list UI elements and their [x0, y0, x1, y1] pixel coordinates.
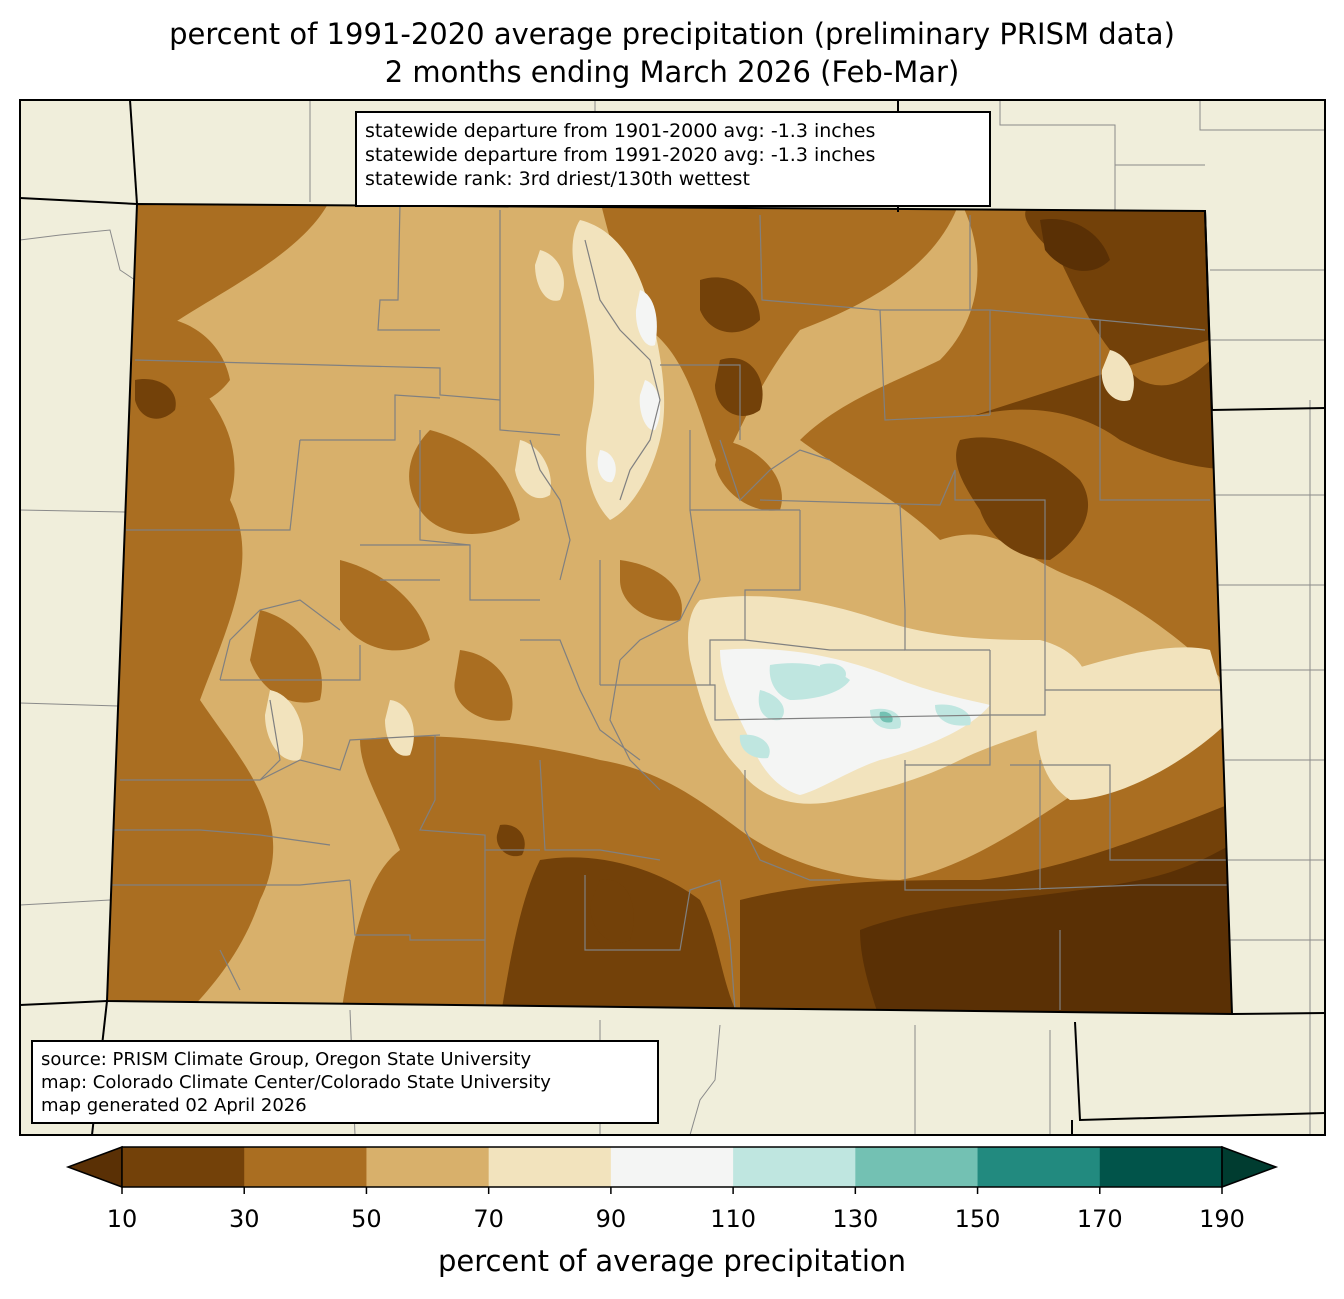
colorbar-bin	[1099, 1147, 1223, 1187]
colorbar-tick-label: 110	[710, 1205, 757, 1233]
colorbar-tick-label: 10	[106, 1205, 138, 1233]
source-line: source: PRISM Climate Group, Oregon Stat…	[41, 1049, 532, 1070]
stat-departure-1991: statewide departure from 1991-2020 avg: …	[365, 144, 876, 166]
colorbar-bin	[488, 1147, 612, 1187]
colorbar-tick-label: 30	[228, 1205, 260, 1233]
colorbar-tick-label: 130	[832, 1205, 879, 1233]
colorbar-bin	[244, 1147, 367, 1187]
precipitation-field	[107, 204, 1232, 1014]
colorbar-bin	[122, 1147, 245, 1187]
colorbar-label: percent of average precipitation	[437, 1244, 907, 1278]
statewide-stats-box: statewide departure from 1901-2000 avg: …	[355, 111, 991, 207]
colorbar-tick-label: 190	[1199, 1205, 1245, 1233]
colorbar-bin	[733, 1147, 856, 1187]
colorbar-tick-label: 90	[595, 1205, 627, 1233]
map-subtitle: 2 months ending March 2026 (Feb-Mar)	[384, 55, 960, 89]
colorbar-tick-label: 50	[351, 1205, 382, 1233]
colorbar-bin	[610, 1147, 734, 1187]
stat-departure-1901: statewide departure from 1901-2000 avg: …	[365, 120, 876, 142]
colorbar-extend-high	[1221, 1145, 1279, 1189]
colorbar-bin	[366, 1147, 490, 1187]
colorbar-bin	[977, 1147, 1101, 1187]
map-title: percent of 1991-2020 average precipitati…	[169, 17, 1175, 51]
map-credit-line: map: Colorado Climate Center/Colorado St…	[41, 1072, 551, 1093]
map-frame	[19, 99, 1326, 1136]
county-lines	[110, 204, 1228, 1011]
colorbar-extend-low	[65, 1145, 123, 1189]
generated-date-line: map generated 02 April 2026	[41, 1095, 307, 1116]
stat-rank: statewide rank: 3rd driest/130th wettest	[365, 168, 750, 190]
colorbar-tick-label: 150	[954, 1205, 1001, 1233]
source-box: source: PRISM Climate Group, Oregon Stat…	[31, 1040, 659, 1124]
colorbar-bin	[855, 1147, 979, 1187]
colorbar-tick-label: 70	[473, 1205, 504, 1233]
colorbar-tick-label: 170	[1076, 1205, 1123, 1233]
colorbar-outline	[121, 1146, 1223, 1188]
